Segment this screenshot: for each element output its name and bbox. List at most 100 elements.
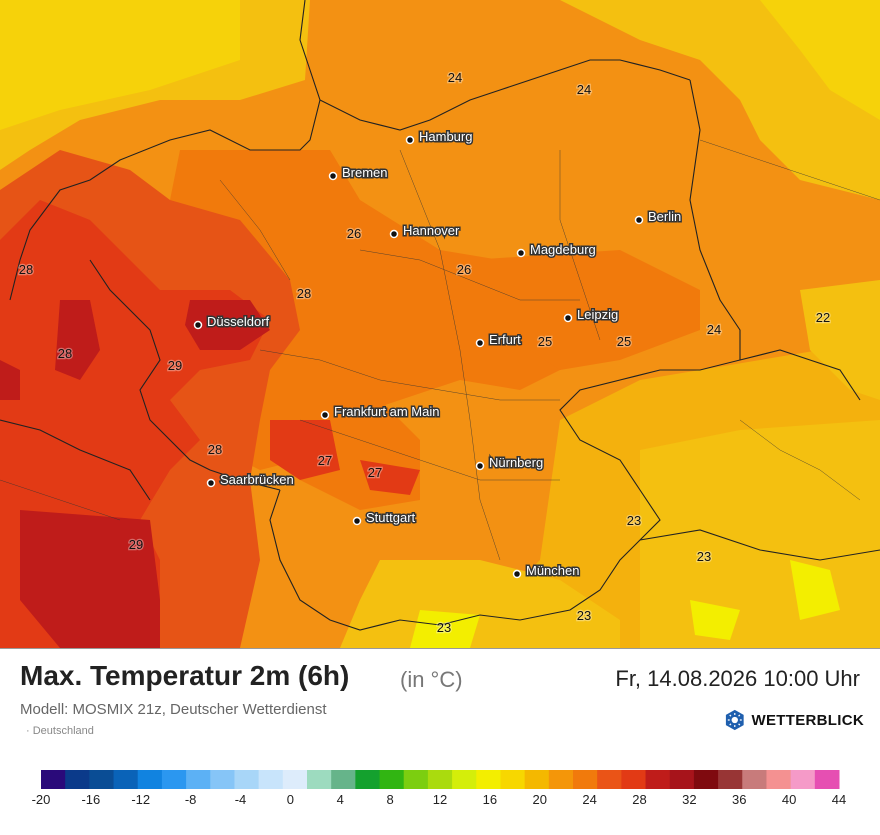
temperature-value: 24: [448, 70, 462, 85]
city-dot: [389, 229, 399, 239]
city-layer: Hamburg Bremen Hannover Berlin Magdeburg Düss…: [193, 128, 683, 580]
legend-tick-label: -8: [185, 792, 197, 807]
city-dot: [320, 410, 330, 420]
legend-swatch: [814, 770, 840, 789]
city-label: Nürnberg: [489, 455, 543, 470]
legend-tick-label: 28: [632, 792, 646, 807]
legend-swatch: [331, 770, 356, 789]
legend-swatch: [307, 770, 332, 789]
temperature-value: 29: [168, 358, 182, 373]
city-marker: Hannover: [389, 222, 462, 240]
temperature-value: 23: [697, 549, 711, 564]
legend-swatch: [355, 770, 381, 789]
city-marker: München: [512, 562, 581, 580]
city-marker: Frankfurt am Main: [320, 403, 441, 421]
legend-swatch: [427, 770, 453, 789]
legend-swatch: [790, 770, 816, 789]
legend-swatch: [500, 770, 526, 789]
city-label: Saarbrücken: [220, 472, 294, 487]
city-label: Stuttgart: [366, 510, 416, 525]
brand-name: WETTERBLICK: [751, 711, 864, 729]
city-marker: Düsseldorf: [193, 313, 271, 331]
legend-swatch: [524, 770, 550, 789]
legend-tick-label: 20: [533, 792, 547, 807]
city-dot: [328, 171, 338, 181]
legend-swatch: [766, 770, 792, 789]
city-dot: [193, 320, 203, 330]
city-dot: [516, 248, 526, 258]
city-marker: Hamburg: [405, 128, 474, 146]
city-marker: Berlin: [634, 208, 683, 226]
temperature-value: 26: [457, 262, 471, 277]
legend-swatch: [693, 770, 719, 789]
legend-tick-label: 40: [782, 792, 796, 807]
city-marker: Bremen: [328, 164, 389, 182]
city-dot: [475, 338, 485, 348]
legend-swatch: [186, 770, 211, 789]
legend-swatch: [234, 770, 260, 789]
temperature-value: 29: [129, 537, 143, 552]
legend-swatch: [718, 770, 743, 789]
city-dot: [352, 516, 362, 526]
region-lines: [0, 139, 880, 561]
temperature-value: 28: [297, 286, 311, 301]
city-label: Leipzig: [577, 307, 618, 322]
border-lines: [0, 0, 880, 631]
city-label: München: [526, 563, 579, 578]
legend-tick-label: 36: [732, 792, 746, 807]
brand-logo: WETTERBLICK: [724, 704, 864, 736]
legend-svg: -20 -16 -12 -8 -4 0 4 8 12 16 20 24 28 32 36 40 44: [32, 770, 846, 807]
city-label: Bremen: [342, 165, 388, 180]
temperature-value: 28: [208, 442, 222, 457]
temperature-value: 27: [318, 453, 332, 468]
temperature-value: 25: [538, 334, 552, 349]
legend-tick-label: 44: [832, 792, 846, 807]
legend-tick-label: 4: [337, 792, 344, 807]
legend-tick-label: 32: [682, 792, 696, 807]
city-label: Düsseldorf: [207, 314, 270, 329]
legend-swatch: [137, 770, 163, 789]
temperature-map: 24 24 28 26 26 28 29 28 25 25 24 22 28 27 27 23 29 23 23 23…: [0, 0, 880, 649]
city-label: Erfurt: [489, 332, 521, 347]
temperature-label-layer: 24 24 28 26 26 28 29 28 25 25 24 22 28 27 27 23 29 23 23 23: [18, 69, 832, 637]
legend-swatch: [476, 770, 501, 789]
legend-swatch: [89, 770, 115, 789]
temperature-value: 24: [577, 82, 591, 97]
legend-tick-label: -16: [81, 792, 100, 807]
city-marker: Magdeburg: [516, 241, 597, 259]
legend-swatch: [258, 770, 284, 789]
legend-swatch: [161, 770, 187, 789]
legend-tick-label: 12: [433, 792, 447, 807]
temperature-value: 26: [347, 226, 361, 241]
city-label: Hannover: [403, 223, 460, 238]
legend-tick-label: -12: [131, 792, 150, 807]
city-marker: Saarbrücken: [206, 471, 295, 489]
city-label: Frankfurt am Main: [334, 404, 439, 419]
city-dot: [563, 313, 573, 323]
legend-swatch: [621, 770, 647, 789]
legend-swatch: [41, 770, 66, 789]
city-marker: Nürnberg: [475, 454, 545, 472]
legend-tick-label: -4: [235, 792, 247, 807]
legend-tick-label: 24: [582, 792, 596, 807]
city-dot: [512, 569, 522, 579]
temperature-value: 27: [368, 465, 382, 480]
temperature-value: 28: [58, 346, 72, 361]
temperature-value: 23: [577, 608, 591, 623]
legend-swatch: [282, 770, 308, 789]
city-label: Hamburg: [419, 129, 472, 144]
city-label: Berlin: [648, 209, 681, 224]
legend-swatch: [113, 770, 139, 789]
legend-swatch: [597, 770, 622, 789]
color-legend: -20 -16 -12 -8 -4 0 4 8 12 16 20 24 28 32 36 40 44: [0, 768, 880, 830]
legend-swatch: [669, 770, 695, 789]
city-dot: [475, 461, 485, 471]
temperature-value: 24: [707, 322, 721, 337]
legend-tick-label: 8: [387, 792, 394, 807]
city-marker: Stuttgart: [352, 509, 417, 527]
legend-tick-label: -20: [32, 792, 51, 807]
legend-swatch: [573, 770, 598, 789]
legend-swatch: [742, 770, 767, 789]
city-marker: Leipzig: [563, 306, 620, 324]
legend-swatch: [452, 770, 477, 789]
